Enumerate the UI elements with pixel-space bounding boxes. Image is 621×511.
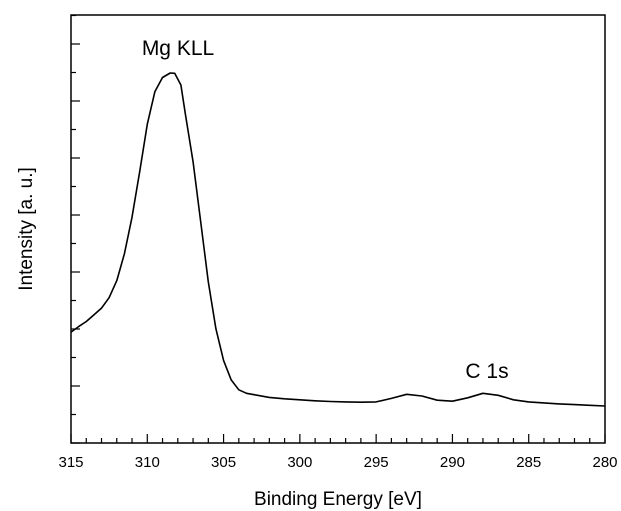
y-axis-title: Intensity [a. u.] xyxy=(16,167,37,291)
y-axis-ticks xyxy=(71,14,80,444)
x-tick-label: 315 xyxy=(58,454,83,471)
x-tick-label: 300 xyxy=(287,454,312,471)
x-axis-title: Binding Energy [eV] xyxy=(254,489,422,510)
annotation-c-1s: C 1s xyxy=(465,360,508,383)
x-axis-ticks xyxy=(70,434,606,443)
x-tick-label: 305 xyxy=(211,454,236,471)
plot-frame xyxy=(70,14,606,444)
x-axis-tick-labels: 315 310 305 300 295 290 285 280 xyxy=(58,454,617,471)
series-line xyxy=(70,72,606,407)
annotation-mg-kll: Mg KLL xyxy=(142,37,214,60)
x-tick-label: 290 xyxy=(440,454,465,471)
x-tick-label: 295 xyxy=(364,454,389,471)
x-tick-label: 285 xyxy=(516,454,541,471)
x-tick-label: 310 xyxy=(135,454,160,471)
x-tick-label: 280 xyxy=(592,454,617,471)
